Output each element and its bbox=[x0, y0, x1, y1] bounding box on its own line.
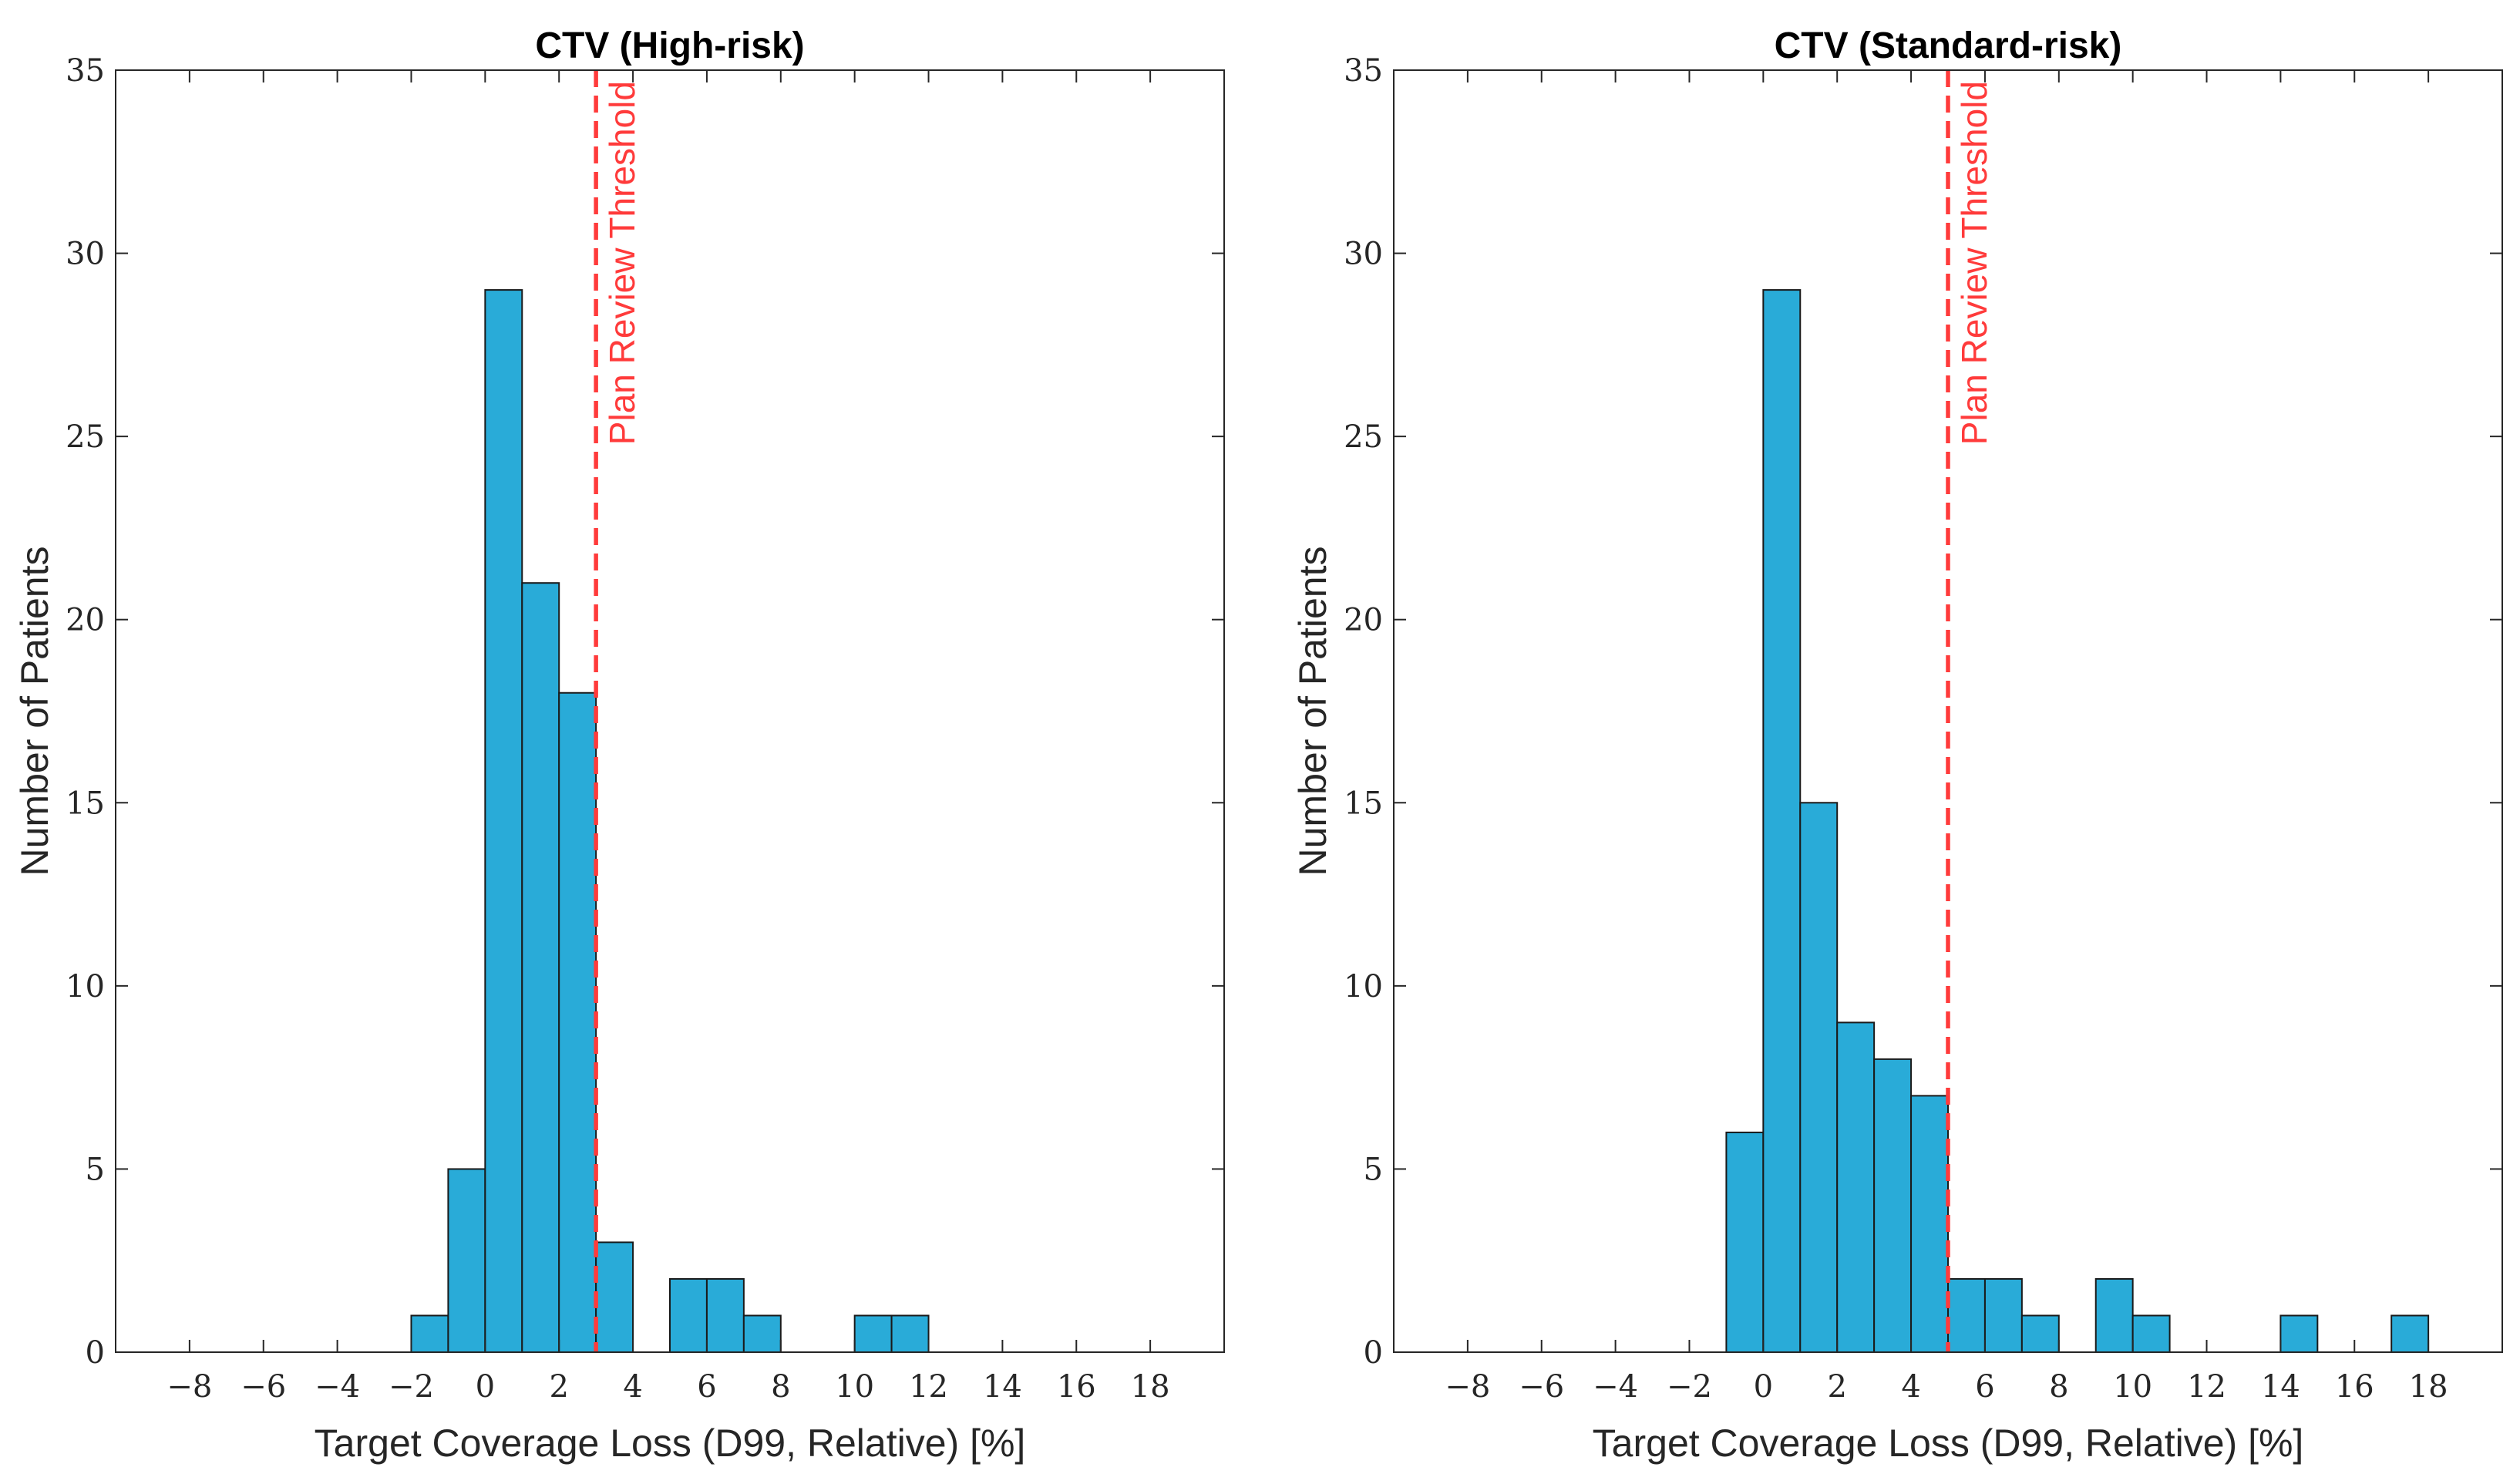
histogram-bar bbox=[558, 692, 597, 1353]
y-tick-label: 20 bbox=[66, 603, 105, 638]
x-tick-label: 10 bbox=[2113, 1369, 2152, 1405]
y-tick-label: 25 bbox=[1344, 419, 1383, 455]
y-tick-label: 5 bbox=[86, 1152, 105, 1187]
y-tick-label: 15 bbox=[1344, 786, 1383, 821]
x-tick-label: 0 bbox=[1754, 1369, 1773, 1405]
x-tick-label: 4 bbox=[623, 1369, 642, 1405]
x-tick-label: −4 bbox=[1593, 1369, 1638, 1405]
histogram-bar bbox=[669, 1277, 708, 1354]
y-tick-label: 35 bbox=[66, 53, 105, 89]
x-tick-label: −8 bbox=[167, 1369, 212, 1405]
histogram-bar bbox=[742, 1314, 782, 1354]
histogram-bar bbox=[1910, 1095, 1949, 1354]
histogram-bar bbox=[1725, 1131, 1765, 1354]
histogram-bar bbox=[410, 1314, 449, 1354]
chart-panel-2: Plan Review Threshold −8 −6 −4 −2 0 2 4 6 8 10 12 14… bbox=[1291, 25, 2503, 1465]
histogram-bar bbox=[1836, 1021, 1876, 1354]
histogram-bar bbox=[595, 1241, 634, 1354]
axes-frame bbox=[115, 69, 1225, 1353]
x-tick-label: 10 bbox=[835, 1369, 874, 1405]
histogram-bar bbox=[1799, 802, 1839, 1354]
histogram-bar bbox=[853, 1314, 893, 1354]
x-tick-label: −2 bbox=[389, 1369, 434, 1405]
x-tick-label: 6 bbox=[697, 1369, 716, 1405]
y-tick-label: 0 bbox=[1364, 1335, 1383, 1371]
histogram-bar bbox=[1762, 289, 1802, 1354]
y-tick-label: 5 bbox=[1364, 1152, 1383, 1187]
x-tick-label: 12 bbox=[2187, 1369, 2226, 1405]
x-tick-label: −8 bbox=[1445, 1369, 1490, 1405]
y-tick-label: 25 bbox=[66, 419, 105, 455]
y-tick-label: 0 bbox=[86, 1335, 105, 1371]
x-tick-label: 0 bbox=[476, 1369, 495, 1405]
y-tick-label: 20 bbox=[1344, 603, 1383, 638]
x-tick-label: 8 bbox=[2049, 1369, 2068, 1405]
chart-title: CTV (Standard-risk) bbox=[1775, 25, 2122, 66]
x-tick-label: 14 bbox=[2261, 1369, 2300, 1405]
histogram-bar bbox=[1983, 1277, 2023, 1354]
x-tick-label: 2 bbox=[1827, 1369, 1846, 1405]
histogram-bar bbox=[2020, 1314, 2060, 1354]
x-tick-label: 4 bbox=[1901, 1369, 1920, 1405]
x-tick-label: 12 bbox=[909, 1369, 948, 1405]
histogram-bar bbox=[2279, 1314, 2319, 1354]
histogram-bar bbox=[2131, 1314, 2171, 1354]
x-tick-label: −4 bbox=[315, 1369, 360, 1405]
x-tick-label: 16 bbox=[1057, 1369, 1096, 1405]
plot-area bbox=[116, 70, 1224, 1352]
x-tick-label: 18 bbox=[2409, 1369, 2448, 1405]
histogram-bar bbox=[2094, 1277, 2134, 1354]
threshold-label: Plan Review Threshold bbox=[602, 81, 642, 445]
y-axis-title: Number of Patients bbox=[1291, 547, 1334, 877]
y-tick-label: 10 bbox=[1344, 969, 1383, 1004]
histogram-bar bbox=[890, 1314, 930, 1354]
y-axis-title: Number of Patients bbox=[13, 547, 56, 877]
x-tick-label: 6 bbox=[1975, 1369, 1994, 1405]
histogram-bar bbox=[1947, 1277, 1986, 1354]
x-tick-label: 8 bbox=[771, 1369, 790, 1405]
x-tick-label: −6 bbox=[241, 1369, 286, 1405]
x-tick-label: 18 bbox=[1131, 1369, 1170, 1405]
histogram-bar bbox=[484, 289, 523, 1354]
histogram-bar bbox=[2390, 1314, 2430, 1354]
y-tick-label: 30 bbox=[1344, 237, 1383, 272]
chart-title: CTV (High-risk) bbox=[535, 25, 804, 66]
histogram-bar bbox=[447, 1168, 486, 1354]
y-tick-label: 35 bbox=[1344, 53, 1383, 89]
chart-panel-1: Plan Review Threshold −8 −6 −4 −2 0 2 4 6 8 10 12 14… bbox=[13, 25, 1225, 1465]
x-tick-label: −6 bbox=[1519, 1369, 1564, 1405]
x-tick-label: 14 bbox=[983, 1369, 1022, 1405]
histogram-bar bbox=[1873, 1058, 1913, 1354]
x-tick-label: −2 bbox=[1667, 1369, 1712, 1405]
threshold-label: Plan Review Threshold bbox=[1954, 81, 1994, 445]
x-axis-title: Target Coverage Loss (D99, Relative) [%] bbox=[315, 1422, 1026, 1465]
axes-frame bbox=[1393, 69, 2503, 1353]
y-tick-label: 10 bbox=[66, 969, 105, 1004]
y-tick-label: 30 bbox=[66, 237, 105, 272]
x-axis-title: Target Coverage Loss (D99, Relative) [%] bbox=[1593, 1422, 2304, 1465]
histogram-bar bbox=[521, 582, 560, 1353]
x-tick-label: 2 bbox=[549, 1369, 568, 1405]
x-tick-label: 16 bbox=[2335, 1369, 2374, 1405]
y-tick-label: 15 bbox=[66, 786, 105, 821]
histogram-bar bbox=[705, 1277, 745, 1354]
